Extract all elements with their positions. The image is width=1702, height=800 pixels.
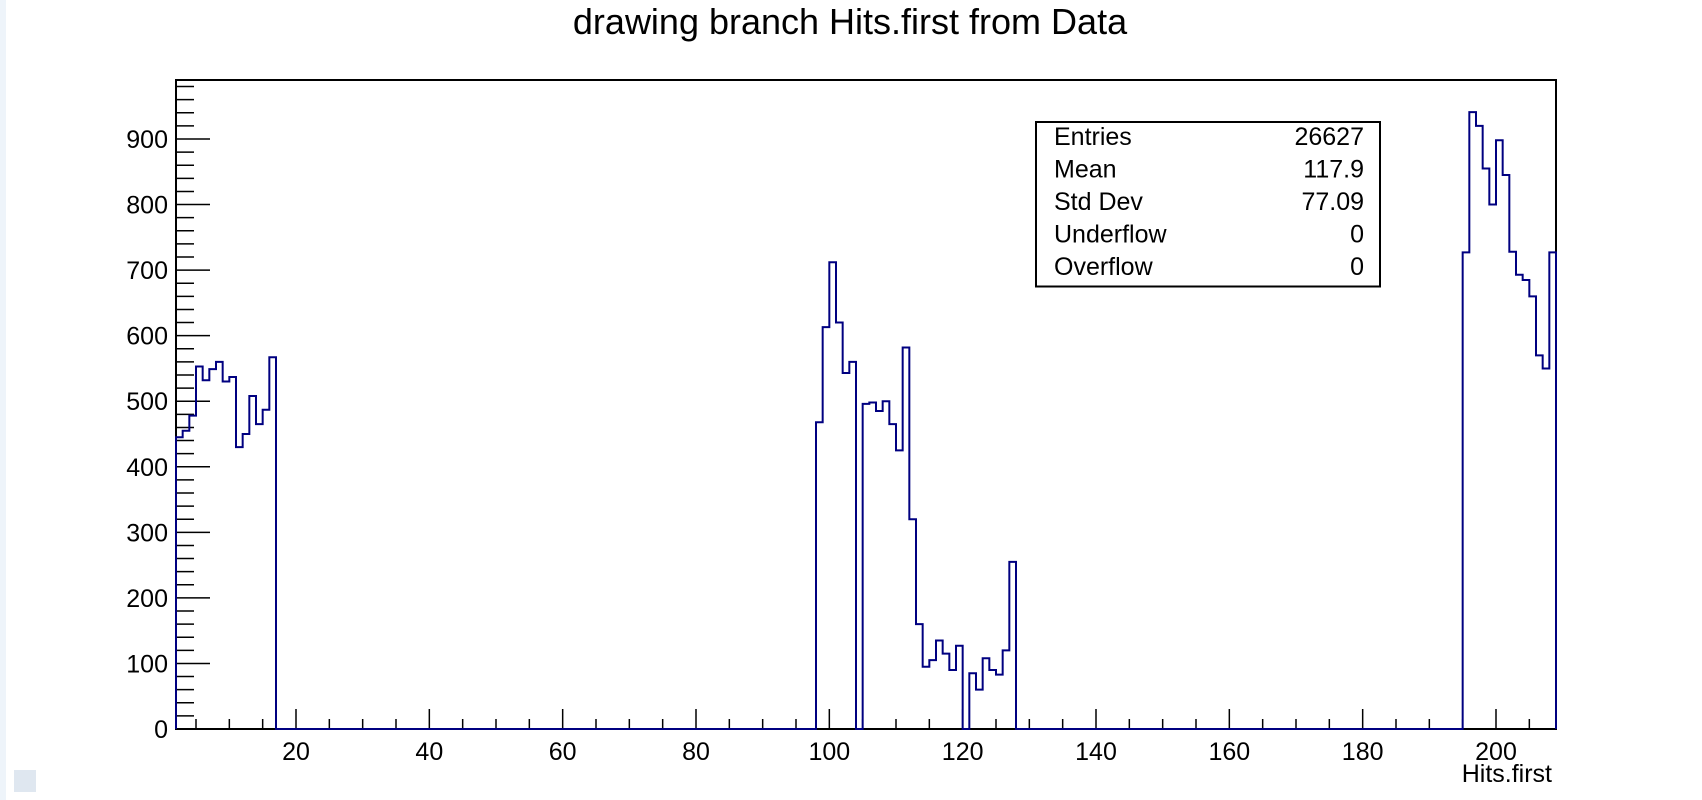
y-tick-label: 500 [126,388,168,416]
stats-frame [1035,121,1381,288]
y-tick-label: 800 [126,192,168,220]
chart-title: drawing branch Hits.first from Data [573,1,1128,42]
x-tick-label: 40 [415,738,443,766]
x-tick-label: 60 [549,738,577,766]
window-edge [0,0,6,800]
corner-marker [14,770,36,792]
stats-value: 26627 [1294,123,1364,151]
x-tick-label: 20 [282,738,310,766]
y-tick-label: 900 [126,126,168,154]
stats-box: Entries 26627 Mean 117.9 Std Dev 77.09 Underfl… [1035,121,1381,288]
y-tick-label: 0 [154,716,168,744]
stats-label: Mean [1054,156,1117,184]
x-tick-label: 80 [682,738,710,766]
x-tick-label: 200 [1475,738,1517,766]
stats-value: 0 [1350,253,1364,281]
stats-value: 117.9 [1303,156,1364,184]
stats-value: 0 [1350,221,1364,249]
stats-label: Entries [1054,123,1132,151]
y-tick-label: 400 [126,454,168,482]
y-tick-label: 300 [126,519,168,547]
y-tick-label: 600 [126,323,168,351]
x-tick-label: 120 [942,738,984,766]
x-axis: 20 40 60 80 100 120 140 160 180 200 [195,709,1531,766]
y-tick-label: 200 [126,585,168,613]
x-tick-label: 180 [1342,738,1384,766]
stats-label: Underflow [1054,221,1167,249]
stats-label: Std Dev [1054,188,1143,216]
stats-value: 77.09 [1301,188,1364,216]
x-tick-label: 140 [1075,738,1117,766]
y-axis: 0 100 200 300 400 500 600 700 800 900 [126,85,210,744]
y-tick-label: 100 [126,650,168,678]
x-tick-label: 100 [808,738,850,766]
histogram-line [175,111,1557,730]
x-axis-label: Hits.first [1462,760,1552,788]
y-tick-label: 700 [126,257,168,285]
stats-label: Overflow [1054,253,1154,281]
x-tick-label: 160 [1208,738,1250,766]
